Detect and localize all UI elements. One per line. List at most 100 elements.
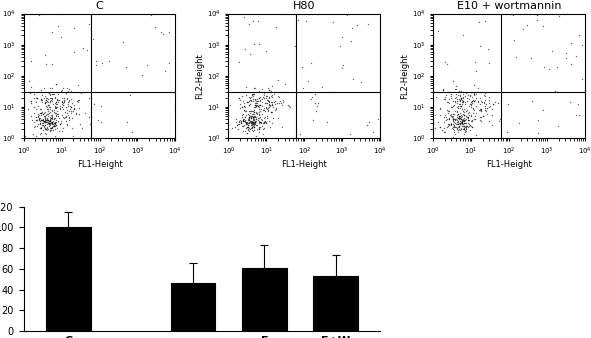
Point [28, 117, 37, 122]
Point [257, 118, 267, 123]
Point [241, 119, 250, 124]
Point [455, 98, 465, 103]
Point [45, 104, 54, 110]
Point [47, 125, 56, 130]
Point [574, 113, 584, 118]
Point [449, 134, 458, 139]
Point [40, 126, 50, 132]
Point [40, 122, 50, 127]
Point [43, 95, 52, 101]
Point [40, 123, 49, 128]
Point [446, 93, 455, 99]
Point [442, 107, 452, 113]
Point [242, 124, 252, 129]
Point [306, 61, 316, 66]
Point [40, 53, 49, 58]
Point [255, 108, 265, 113]
Point [251, 111, 261, 116]
Point [47, 115, 57, 120]
Point [71, 112, 80, 117]
Point [458, 95, 467, 100]
Point [248, 120, 258, 125]
Point [491, 99, 500, 104]
Point [440, 113, 450, 118]
Point [554, 13, 564, 19]
Point [253, 19, 262, 24]
Point [49, 120, 59, 125]
Point [170, 105, 179, 111]
Point [51, 96, 60, 101]
Point [460, 118, 470, 123]
Point [271, 106, 280, 112]
Point [93, 118, 103, 123]
Point [57, 112, 67, 117]
Point [43, 120, 53, 125]
Point [34, 117, 44, 123]
Point [37, 122, 46, 127]
Point [41, 120, 50, 125]
Point [453, 93, 463, 98]
Point [239, 103, 249, 109]
Point [533, 117, 543, 122]
Point [248, 123, 258, 128]
Point [42, 61, 51, 67]
Point [55, 121, 64, 126]
Point [307, 97, 316, 102]
Point [457, 100, 466, 105]
Point [41, 117, 51, 123]
Point [480, 103, 490, 109]
Point [245, 126, 255, 131]
Point [164, 29, 173, 34]
Point [254, 41, 263, 47]
Point [51, 122, 61, 128]
Point [476, 89, 485, 95]
Point [346, 131, 355, 137]
Point [50, 120, 59, 126]
Point [37, 99, 47, 105]
Point [237, 112, 246, 118]
Point [86, 122, 95, 127]
Point [63, 107, 72, 113]
Point [57, 129, 66, 134]
Point [258, 94, 268, 100]
Point [459, 117, 469, 122]
Point [245, 114, 254, 119]
Point [53, 100, 63, 105]
Point [40, 117, 50, 122]
Point [44, 103, 54, 108]
Point [444, 97, 454, 102]
Point [458, 117, 467, 122]
Point [430, 112, 440, 117]
Point [42, 106, 51, 111]
Point [37, 106, 46, 112]
Point [469, 107, 479, 112]
Point [47, 61, 57, 67]
Point [51, 103, 60, 109]
Point [449, 98, 458, 104]
Point [243, 125, 252, 130]
Point [461, 126, 470, 132]
Point [449, 124, 459, 129]
Point [66, 108, 76, 114]
Point [45, 110, 54, 115]
Point [443, 110, 453, 116]
Point [457, 116, 466, 121]
Point [67, 105, 76, 110]
Point [467, 94, 477, 100]
Point [47, 91, 57, 96]
Point [41, 127, 51, 132]
Point [37, 120, 46, 125]
Point [244, 128, 254, 134]
Point [449, 118, 458, 124]
Point [298, 85, 308, 90]
Point [485, 103, 494, 108]
Point [476, 107, 485, 112]
Point [37, 125, 46, 130]
Point [61, 109, 70, 114]
Point [43, 116, 52, 121]
Point [273, 94, 282, 99]
Point [254, 120, 264, 125]
Point [465, 109, 474, 115]
Point [47, 107, 57, 113]
Point [456, 125, 466, 130]
